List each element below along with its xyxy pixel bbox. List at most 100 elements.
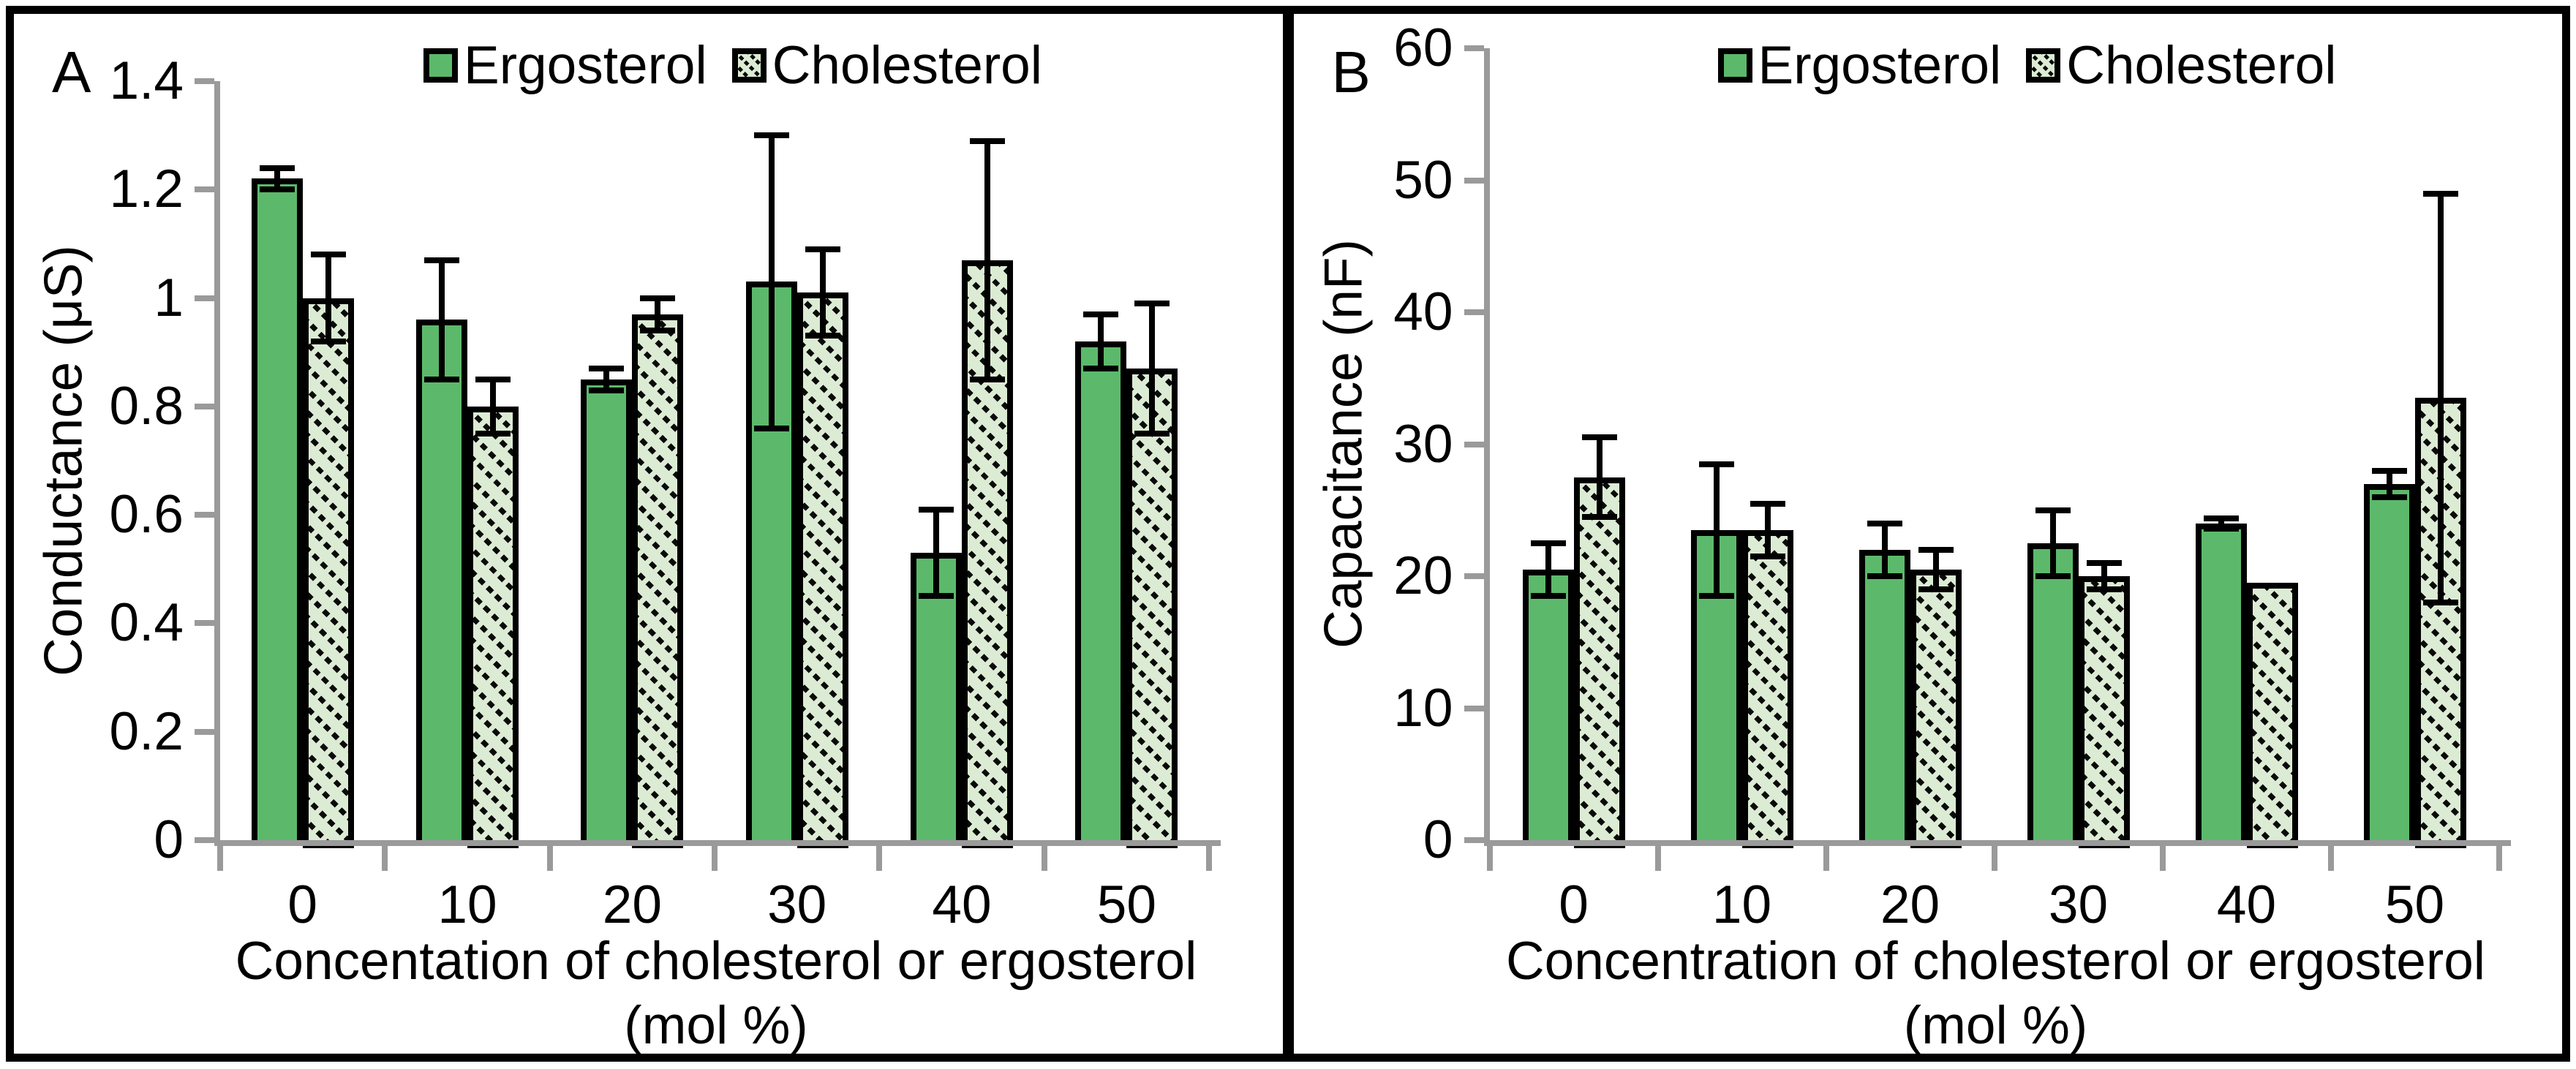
y-tick-40: [1464, 309, 1484, 315]
x-tick-boundary-5: [1041, 840, 1047, 871]
error-cap-top-ergosterol-50: [1083, 311, 1119, 317]
panel-b-letter: B: [1331, 39, 1371, 105]
error-cap-bottom-ergosterol-20: [1867, 573, 1902, 579]
error-cap-top-ergosterol-40: [919, 506, 954, 513]
error-bar-ergosterol-50: [1098, 314, 1104, 369]
error-bar-cholesterol-0: [325, 254, 331, 341]
error-bar-ergosterol-0: [274, 167, 280, 190]
x-tick-boundary-0: [217, 840, 223, 871]
x-tick-boundary-3: [1991, 840, 1997, 871]
x-tick-label-30: 30: [2048, 875, 2109, 934]
error-cap-top-cholesterol-10: [1750, 500, 1785, 507]
x-tick-label-10: 10: [1711, 875, 1772, 934]
error-cap-top-ergosterol-0: [259, 165, 295, 171]
error-bar-cholesterol-10: [1764, 503, 1771, 556]
panel-a-x-axis-title: Concentation of cholesterol or ergostero…: [160, 929, 1272, 1058]
y-tick-label-1.2: 1.2: [109, 159, 184, 219]
error-bar-cholesterol-10: [490, 379, 496, 434]
bar-cholesterol-50: [1126, 368, 1178, 848]
error-cap-top-ergosterol-30: [2035, 507, 2071, 513]
y-tick-20: [1464, 573, 1484, 579]
y-tick-60: [1464, 45, 1484, 51]
y-tick-label-30: 30: [1393, 414, 1453, 474]
error-cap-top-ergosterol-10: [1698, 461, 1734, 467]
x-tick-label-0: 0: [287, 875, 317, 934]
y-tick-1.2: [195, 186, 214, 193]
error-bar-ergosterol-40: [933, 509, 939, 597]
x-tick-boundary-4: [2159, 840, 2166, 871]
error-cap-top-cholesterol-30: [805, 246, 840, 252]
panel-a-legend: Ergosterol Cholesterol: [423, 39, 1067, 92]
error-cap-bottom-ergosterol-30: [2035, 573, 2071, 579]
bar-cholesterol-0: [302, 298, 354, 848]
error-cap-bottom-ergosterol-10: [1698, 593, 1734, 600]
panel-a-conductance: A Ergosterol Cholesterol Conductance (μS…: [6, 6, 1291, 1062]
error-cap-bottom-ergosterol-20: [589, 387, 625, 393]
panel-a-x-axis-title-line2: (mol %): [624, 996, 808, 1055]
x-tick-boundary-2: [546, 840, 553, 871]
two-panel-bar-chart-figure: A Ergosterol Cholesterol Conductance (μS…: [6, 6, 2570, 1062]
x-tick-boundary-0: [1486, 840, 1493, 871]
legend-swatch-cholesterol: [2026, 48, 2061, 83]
error-bar-ergosterol-20: [603, 368, 610, 390]
bar-ergosterol-10: [1690, 529, 1742, 846]
x-axis-line: [214, 840, 1221, 846]
panel-b-x-axis-title: Concentration of cholesterol or ergoster…: [1440, 929, 2552, 1058]
error-bar-ergosterol-10: [439, 260, 445, 379]
x-tick-boundary-1: [1654, 840, 1661, 871]
error-bar-cholesterol-30: [2101, 562, 2107, 590]
error-cap-top-cholesterol-50: [2422, 190, 2458, 197]
bar-ergosterol-40: [2195, 523, 2247, 846]
y-axis-line: [214, 81, 220, 846]
bar-ergosterol-30: [745, 282, 797, 846]
error-bar-cholesterol-30: [819, 249, 826, 336]
error-cap-top-ergosterol-0: [1530, 540, 1566, 546]
error-cap-top-cholesterol-30: [2086, 559, 2122, 566]
y-tick-30: [1464, 441, 1484, 447]
error-cap-bottom-ergosterol-10: [424, 376, 459, 382]
x-tick-boundary-6: [1206, 840, 1212, 871]
error-bar-cholesterol-0: [1596, 437, 1603, 517]
error-cap-bottom-ergosterol-0: [259, 186, 295, 193]
x-tick-boundary-1: [382, 840, 388, 871]
x-tick-label-50: 50: [2384, 875, 2445, 934]
y-axis-line: [1483, 48, 1490, 846]
panel-a-x-axis-title-line1: Concentation of cholesterol or ergostero…: [235, 932, 1197, 991]
error-cap-bottom-cholesterol-50: [1134, 430, 1170, 437]
bar-cholesterol-40: [2246, 583, 2298, 848]
panel-a-plot-area: 1.4 1.2 1 0.8 0.6 0.4 0.2 0 0 10 20 30 40 50: [110, 54, 1221, 932]
error-cap-top-ergosterol-10: [424, 257, 459, 263]
error-cap-bottom-cholesterol-10: [475, 430, 511, 437]
error-cap-top-cholesterol-10: [475, 376, 511, 382]
error-cap-top-ergosterol-40: [2203, 515, 2239, 521]
panel-b-x-axis-title-line2: (mol %): [1903, 996, 2088, 1055]
legend-swatch-cholesterol: [731, 48, 767, 83]
error-cap-top-cholesterol-20: [1918, 546, 1954, 553]
bar-ergosterol-20: [1858, 549, 1910, 846]
error-cap-bottom-cholesterol-30: [805, 333, 840, 339]
x-tick-label-10: 10: [437, 875, 497, 934]
legend-swatch-ergosterol: [423, 48, 458, 83]
bar-ergosterol-0: [251, 178, 303, 846]
x-tick-boundary-3: [712, 840, 718, 871]
x-tick-label-20: 20: [1880, 875, 1940, 934]
x-axis-line: [1483, 840, 2511, 846]
legend-label-cholesterol: Cholesterol: [2066, 36, 2337, 95]
panel-b-x-axis-title-line1: Concentration of cholesterol or ergoster…: [1505, 932, 2486, 991]
error-cap-top-cholesterol-20: [640, 295, 676, 301]
error-cap-bottom-cholesterol-0: [1581, 513, 1617, 520]
error-cap-bottom-ergosterol-40: [2203, 526, 2239, 532]
bar-ergosterol-10: [416, 320, 467, 846]
bar-cholesterol-20: [632, 314, 684, 848]
legend-swatch-ergosterol: [1717, 48, 1752, 83]
y-tick-label-40: 40: [1393, 282, 1453, 341]
error-cap-bottom-cholesterol-30: [2086, 586, 2122, 593]
error-bar-ergosterol-30: [2049, 510, 2056, 576]
x-tick-label-20: 20: [602, 875, 662, 934]
panel-b-legend: Ergosterol Cholesterol: [1717, 36, 2362, 95]
error-cap-top-ergosterol-20: [1867, 520, 1902, 526]
error-cap-bottom-cholesterol-40: [970, 376, 1005, 382]
y-tick-0: [1464, 837, 1484, 843]
error-cap-bottom-cholesterol-20: [1918, 586, 1954, 593]
x-tick-boundary-4: [876, 840, 883, 871]
